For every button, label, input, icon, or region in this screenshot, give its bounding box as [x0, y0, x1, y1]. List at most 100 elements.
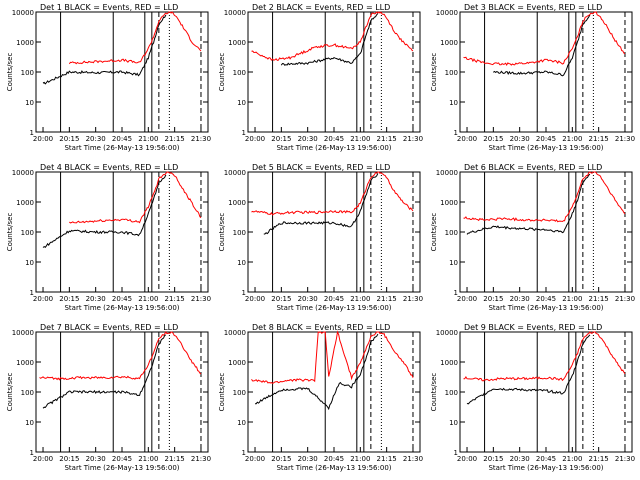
x-tick-label: 21:30: [191, 135, 211, 143]
x-axis-label: Start Time (26-May-13 19:56:00): [276, 304, 391, 312]
y-tick-label: 10: [237, 259, 246, 267]
events-series-line: [42, 334, 167, 409]
y-tick-label: 1000: [228, 39, 246, 47]
x-tick-label: 20:45: [324, 135, 344, 143]
x-tick-label: 20:30: [298, 295, 318, 303]
y-tick-label: 1: [454, 449, 458, 457]
y-tick-label: 10000: [436, 9, 458, 17]
x-tick-label: 21:00: [138, 295, 158, 303]
x-tick-label: 20:00: [457, 135, 477, 143]
x-tick-label: 20:45: [536, 295, 556, 303]
y-tick-label: 100: [21, 69, 34, 77]
events-series-line: [466, 334, 591, 405]
events-series-line: [42, 174, 167, 248]
x-tick-label: 21:00: [350, 455, 370, 463]
panel-title: Det 7 BLACK = Events, RED = LLD: [40, 323, 178, 332]
y-tick-label: 1: [30, 289, 34, 297]
x-tick-label: 21:00: [562, 295, 582, 303]
y-axis-label: Counts/sec: [218, 373, 226, 412]
y-tick-label: 10: [237, 99, 246, 107]
x-tick-label: 20:15: [271, 135, 291, 143]
x-tick-label: 20:30: [510, 295, 530, 303]
x-tick-label: 20:15: [59, 295, 79, 303]
x-tick-label: 20:15: [483, 295, 503, 303]
x-axis-label: Start Time (26-May-13 19:56:00): [64, 304, 179, 312]
x-tick-label: 20:45: [536, 135, 556, 143]
x-tick-label: 20:15: [59, 455, 79, 463]
y-tick-label: 1: [242, 289, 246, 297]
x-tick-label: 20:15: [483, 455, 503, 463]
y-tick-label: 100: [445, 389, 458, 397]
panel-title: Det 8 BLACK = Events, RED = LLD: [252, 323, 390, 332]
y-tick-label: 100: [233, 229, 246, 237]
lld-series-line: [251, 11, 414, 61]
y-tick-label: 10: [25, 259, 34, 267]
y-tick-label: 10: [449, 419, 458, 427]
x-tick-label: 20:45: [112, 135, 132, 143]
panel-det-7: Det 7 BLACK = Events, RED = LLD Counts/se…: [6, 323, 211, 472]
x-tick-label: 20:15: [271, 295, 291, 303]
panel-title: Det 3 BLACK = Events, RED = LLD: [464, 3, 602, 12]
y-tick-label: 10: [449, 259, 458, 267]
panel-title: Det 4 BLACK = Events, RED = LLD: [40, 163, 178, 172]
x-tick-label: 21:30: [403, 455, 423, 463]
events-series-line: [466, 173, 591, 235]
x-tick-label: 20:15: [271, 455, 291, 463]
panel-det-5: Det 5 BLACK = Events, RED = LLD Counts/se…: [218, 163, 423, 312]
x-tick-label: 21:30: [403, 295, 423, 303]
y-tick-label: 10000: [224, 169, 246, 177]
x-tick-label: 20:30: [86, 135, 106, 143]
x-tick-label: 21:30: [615, 295, 635, 303]
x-tick-label: 20:00: [33, 135, 53, 143]
y-tick-label: 100: [21, 229, 34, 237]
x-tick-label: 21:15: [165, 295, 185, 303]
x-axis-label: Start Time (26-May-13 19:56:00): [64, 144, 179, 152]
x-tick-label: 20:45: [324, 295, 344, 303]
y-tick-label: 10000: [224, 329, 246, 337]
panel-det-1: Det 1 BLACK = Events, RED = LLD Counts/se…: [6, 3, 211, 152]
y-tick-label: 1000: [228, 359, 246, 367]
y-tick-label: 1000: [440, 199, 458, 207]
panel-det-6: Det 6 BLACK = Events, RED = LLD Counts/se…: [430, 163, 635, 312]
x-tick-label: 20:00: [457, 455, 477, 463]
y-tick-label: 1000: [440, 359, 458, 367]
x-tick-label: 21:15: [377, 135, 397, 143]
y-axis-label: Counts/sec: [6, 373, 14, 412]
panel-title: Det 2 BLACK = Events, RED = LLD: [252, 3, 390, 12]
x-tick-label: 21:00: [562, 455, 582, 463]
panel-det-9: Det 9 BLACK = Events, RED = LLD Counts/se…: [430, 323, 635, 472]
panel-det-4: Det 4 BLACK = Events, RED = LLD Counts/se…: [6, 163, 211, 312]
x-tick-label: 21:30: [615, 135, 635, 143]
y-tick-label: 1000: [228, 199, 246, 207]
panel-det-2: Det 2 BLACK = Events, RED = LLD Counts/se…: [218, 3, 423, 152]
y-tick-label: 1000: [440, 39, 458, 47]
plot-frame: [459, 171, 633, 293]
y-tick-label: 10: [25, 99, 34, 107]
x-tick-label: 21:00: [138, 455, 158, 463]
plot-frame: [459, 11, 633, 133]
y-axis-label: Counts/sec: [6, 53, 14, 92]
x-tick-label: 21:00: [138, 135, 158, 143]
x-tick-label: 20:45: [536, 455, 556, 463]
panel-title: Det 1 BLACK = Events, RED = LLD: [40, 3, 178, 12]
events-series-line: [493, 14, 591, 77]
lld-series-line: [251, 171, 414, 216]
y-tick-label: 1: [454, 289, 458, 297]
x-tick-label: 20:30: [298, 455, 318, 463]
y-tick-label: 10000: [12, 329, 34, 337]
x-axis-label: Start Time (26-May-13 19:56:00): [276, 144, 391, 152]
x-tick-label: 20:00: [33, 295, 53, 303]
x-tick-label: 21:15: [165, 455, 185, 463]
x-tick-label: 20:30: [86, 455, 106, 463]
x-axis-label: Start Time (26-May-13 19:56:00): [488, 464, 603, 472]
x-tick-label: 20:45: [324, 455, 344, 463]
x-tick-label: 20:00: [245, 135, 265, 143]
x-tick-label: 21:30: [615, 455, 635, 463]
x-tick-label: 20:30: [510, 455, 530, 463]
x-tick-label: 21:15: [589, 295, 609, 303]
y-axis-label: Counts/sec: [430, 53, 438, 92]
lld-series-line: [251, 330, 414, 384]
panel-det-8: Det 8 BLACK = Events, RED = LLD Counts/se…: [218, 323, 423, 472]
events-series-line: [42, 14, 167, 85]
x-tick-label: 21:00: [562, 135, 582, 143]
